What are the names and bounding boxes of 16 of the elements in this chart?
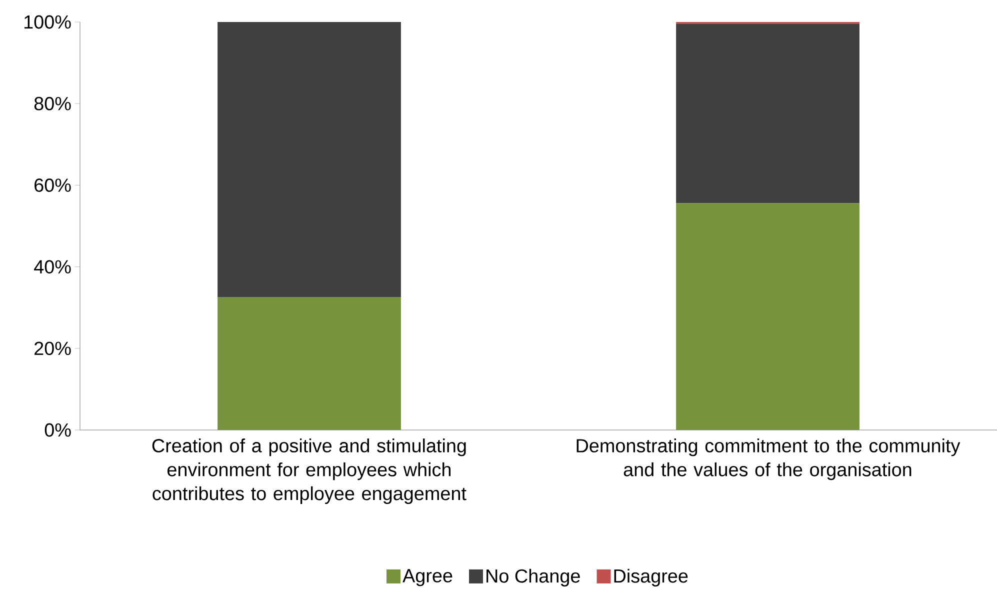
x-tick-label: Creation of a positive and stimulating environment for employees which contributes to employee engagement	[152, 438, 466, 504]
y-tick-label: 100%	[24, 15, 71, 29]
y-tick-label: 0%	[44, 423, 71, 437]
bar	[676, 24, 860, 204]
y-tick-label: 60%	[34, 178, 71, 192]
bar	[218, 22, 401, 297]
legend-label: No Change	[486, 568, 580, 586]
bar	[676, 203, 860, 430]
y-tick-label: 40%	[34, 260, 71, 274]
bar	[676, 22, 860, 24]
y-tick-label: 80%	[34, 96, 71, 110]
x-tick-label: Demonstrating commitment to the community and the values of the organisation	[576, 438, 960, 480]
bar	[218, 296, 401, 430]
legend-label: Agree	[402, 569, 452, 586]
y-tick-label: 20%	[34, 342, 71, 356]
legend-label: Disagree	[614, 568, 688, 586]
